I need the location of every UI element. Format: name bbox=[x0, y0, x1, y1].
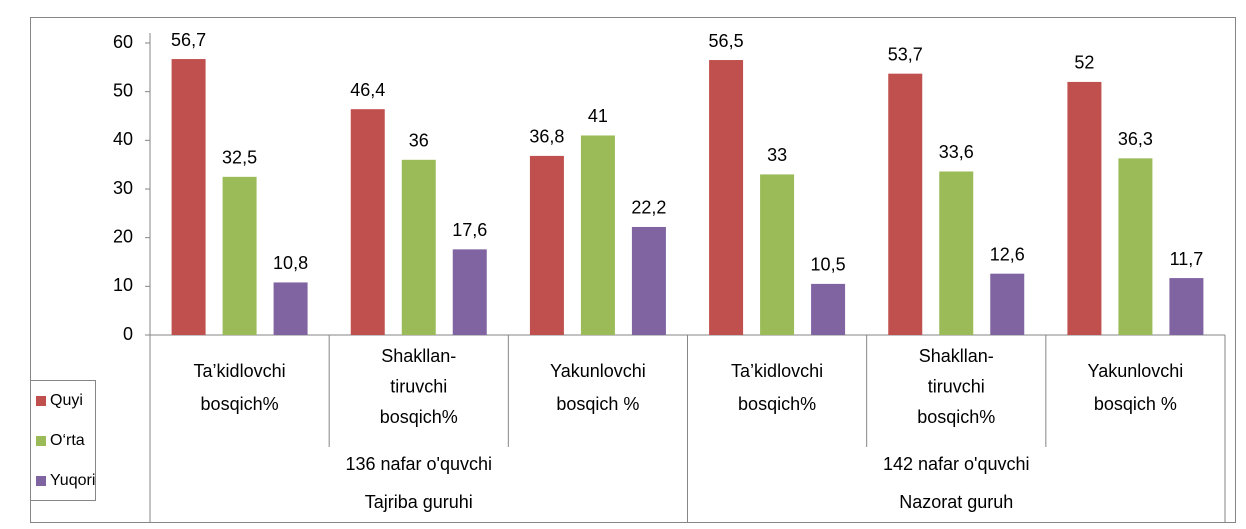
x-tick-label: Yakunlovchi bbox=[550, 361, 646, 381]
x-tick-label: bosqich % bbox=[556, 394, 639, 414]
data-label: 22,2 bbox=[631, 198, 666, 218]
legend-label: Yuqori bbox=[50, 472, 95, 489]
bar bbox=[222, 176, 257, 335]
data-label: 41 bbox=[588, 106, 608, 126]
group-label: 136 nafar o'quvchi bbox=[345, 454, 492, 474]
y-tick-label: 10 bbox=[113, 275, 133, 295]
bar bbox=[529, 155, 564, 335]
x-tick-label: tiruvchi bbox=[390, 376, 447, 396]
y-tick-label: 60 bbox=[113, 32, 133, 52]
bar bbox=[401, 159, 436, 335]
y-tick-label: 50 bbox=[113, 80, 133, 100]
x-tick-label: Yakunlovchi bbox=[1088, 361, 1184, 381]
x-tick-label: bosqich% bbox=[917, 407, 995, 427]
legend-label: O‘rta bbox=[50, 432, 85, 449]
x-tick-label: tiruvchi bbox=[928, 376, 985, 396]
bar bbox=[171, 59, 206, 336]
group-sublabel: Nazorat guruh bbox=[899, 492, 1013, 512]
data-label: 52 bbox=[1074, 53, 1094, 73]
y-tick-label: 20 bbox=[113, 226, 133, 246]
x-tick-label: Shakllan- bbox=[919, 346, 994, 366]
bar bbox=[1169, 278, 1204, 335]
x-tick-label: Shakllan- bbox=[381, 346, 456, 366]
x-tick-label: Ta’kidlovchi bbox=[731, 361, 823, 381]
bar bbox=[452, 249, 487, 335]
group-label: 142 nafar o'quvchi bbox=[883, 454, 1030, 474]
data-label: 33,6 bbox=[939, 142, 974, 162]
bar bbox=[580, 135, 615, 335]
legend-swatch bbox=[36, 396, 46, 406]
bar bbox=[811, 283, 846, 335]
bar bbox=[1118, 158, 1153, 335]
x-tick-label: bosqich % bbox=[1094, 394, 1177, 414]
x-tick-label: bosqich% bbox=[380, 407, 458, 427]
data-label: 12,6 bbox=[990, 244, 1025, 264]
x-tick-label: Ta’kidlovchi bbox=[194, 361, 286, 381]
bar bbox=[709, 60, 744, 336]
data-label: 46,4 bbox=[350, 80, 385, 100]
group-sublabel: Tajriba guruhi bbox=[365, 492, 473, 512]
data-label: 17,6 bbox=[452, 220, 487, 240]
bar bbox=[939, 171, 974, 335]
bar bbox=[990, 273, 1025, 335]
data-label: 32,5 bbox=[222, 148, 257, 168]
bar bbox=[888, 73, 923, 335]
bar bbox=[631, 226, 666, 335]
bar bbox=[1067, 81, 1102, 335]
legend-box bbox=[30, 380, 96, 501]
y-tick-label: 40 bbox=[113, 129, 133, 149]
data-label: 11,7 bbox=[1170, 249, 1204, 269]
bar bbox=[273, 282, 308, 335]
bar bbox=[350, 109, 385, 335]
x-tick-label: bosqich% bbox=[201, 394, 279, 414]
data-label: 33 bbox=[767, 145, 787, 165]
y-tick-label: 30 bbox=[113, 178, 133, 198]
legend-label: Quyi bbox=[50, 392, 83, 409]
chart-frame bbox=[30, 17, 1236, 523]
x-tick-label: bosqich% bbox=[738, 394, 816, 414]
data-label: 10,8 bbox=[273, 253, 308, 273]
data-label: 36,3 bbox=[1118, 129, 1153, 149]
data-label: 56,5 bbox=[709, 31, 744, 51]
legend-swatch bbox=[36, 436, 46, 446]
data-label: 36,8 bbox=[529, 127, 564, 147]
legend-swatch bbox=[36, 476, 46, 486]
bar bbox=[760, 174, 795, 335]
data-label: 56,7 bbox=[171, 30, 206, 50]
data-label: 36 bbox=[409, 131, 429, 151]
y-tick-label: 0 bbox=[123, 324, 133, 344]
data-label: 53,7 bbox=[888, 44, 923, 64]
data-label: 10,5 bbox=[811, 255, 846, 275]
